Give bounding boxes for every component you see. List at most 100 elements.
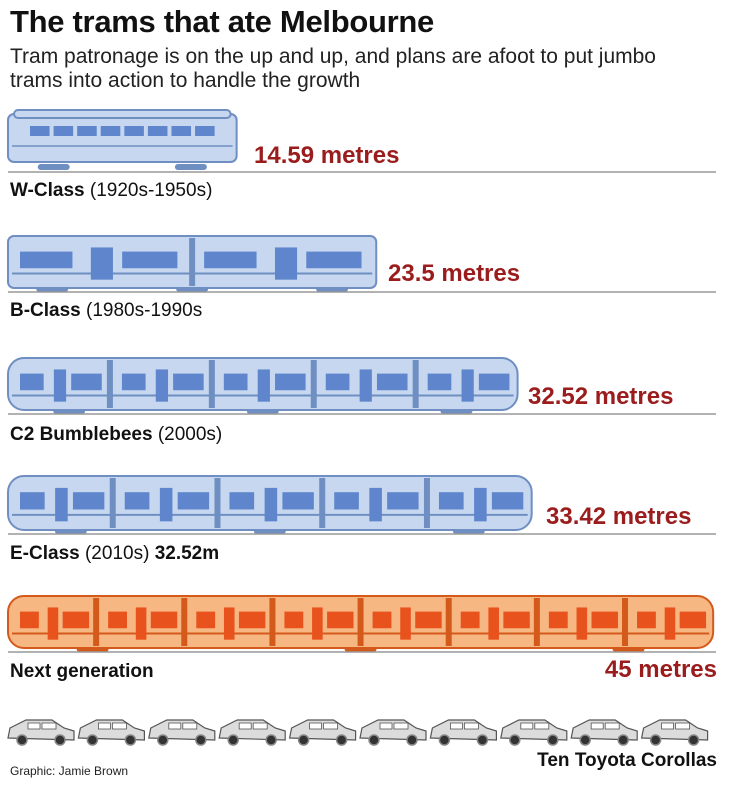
length-label-e-class: 33.42 metres bbox=[546, 503, 692, 530]
tram-window bbox=[196, 611, 216, 629]
articulation-joint bbox=[412, 360, 419, 408]
toyota-corolla-icon bbox=[359, 719, 427, 746]
tram-window bbox=[284, 611, 304, 629]
tram-window bbox=[591, 611, 618, 629]
length-label-w-class: 14.59 metres bbox=[254, 142, 400, 169]
tram-window bbox=[147, 126, 168, 136]
tram-door bbox=[223, 607, 235, 640]
tram-window bbox=[62, 611, 90, 629]
tram-b-class bbox=[7, 235, 378, 292]
chart-title: The trams that ate Melbourne bbox=[10, 4, 434, 39]
tram-window bbox=[427, 373, 452, 391]
tram-door bbox=[257, 369, 270, 402]
tram-window bbox=[376, 373, 408, 391]
tram-door bbox=[159, 487, 173, 522]
articulation-joint bbox=[357, 598, 364, 646]
tram-window bbox=[282, 492, 314, 510]
tram-window bbox=[478, 373, 510, 391]
articulation-joint bbox=[310, 360, 317, 408]
tram-c2-bumblebees bbox=[7, 357, 519, 414]
tram-window bbox=[325, 373, 350, 391]
tram-window bbox=[124, 126, 144, 136]
tram-door bbox=[474, 487, 487, 522]
articulation-joint bbox=[269, 598, 276, 646]
tram-window bbox=[53, 126, 74, 136]
tram-label-e-class: E-Class (2010s) 32.52m bbox=[10, 543, 219, 565]
tram-door bbox=[53, 369, 67, 402]
tram-name: C2 Bumblebees bbox=[10, 424, 153, 445]
tram-window bbox=[30, 126, 50, 136]
comparison-label: Ten Toyota Corollas bbox=[537, 750, 717, 771]
tram-window bbox=[275, 373, 306, 391]
tram-window bbox=[204, 251, 257, 269]
tram-door bbox=[312, 607, 323, 640]
tram-window bbox=[460, 611, 480, 629]
tram-window bbox=[195, 126, 215, 136]
tram-w-class bbox=[7, 109, 238, 170]
tram-door bbox=[369, 487, 382, 522]
toyota-corolla-icon bbox=[429, 719, 497, 746]
tram-era: (2010s) bbox=[84, 543, 150, 564]
bogie bbox=[174, 164, 207, 170]
tram-window bbox=[223, 373, 248, 391]
tram-door bbox=[461, 369, 474, 402]
graphic-credit: Graphic: Jamie Brown bbox=[10, 764, 129, 778]
tram-label-next-generation: Next generation bbox=[10, 661, 154, 683]
tram-e-class bbox=[7, 475, 533, 534]
tram-name: E-Class bbox=[10, 543, 80, 564]
tram-extra: 32.52m bbox=[154, 543, 220, 564]
tram-door bbox=[664, 607, 676, 640]
tram-window bbox=[229, 492, 255, 510]
tram-window bbox=[306, 251, 362, 269]
tram-window bbox=[679, 611, 707, 629]
tram-window bbox=[415, 611, 442, 629]
tram-window bbox=[122, 251, 178, 269]
tram-window bbox=[491, 492, 524, 510]
tram-door bbox=[488, 607, 499, 640]
tram-door bbox=[359, 369, 372, 402]
tram-window bbox=[438, 492, 464, 510]
articulation-joint bbox=[214, 478, 221, 528]
tram-window bbox=[121, 373, 146, 391]
toyota-corolla-icon bbox=[77, 719, 145, 746]
tram-window bbox=[503, 611, 530, 629]
toyota-corolla-icon bbox=[288, 719, 357, 746]
tram-era: (1920s-1950s) bbox=[89, 180, 213, 201]
tram-window bbox=[637, 611, 656, 629]
tram-door bbox=[400, 607, 411, 640]
tram-era: (2000s) bbox=[157, 424, 223, 445]
tram-door bbox=[576, 607, 588, 640]
tram-window bbox=[177, 492, 210, 510]
tram-window bbox=[71, 373, 102, 391]
tram-name: Next generation bbox=[10, 661, 154, 682]
tram-door bbox=[90, 247, 113, 280]
articulation-joint bbox=[445, 598, 452, 646]
tram-door bbox=[274, 247, 298, 280]
articulation-joint bbox=[208, 360, 215, 408]
tram-roof bbox=[13, 109, 232, 119]
tram-door bbox=[135, 607, 147, 640]
toyota-corolla-icon bbox=[148, 719, 216, 746]
tram-window bbox=[20, 373, 44, 391]
tram-window bbox=[150, 611, 178, 629]
tram-window bbox=[20, 251, 73, 269]
articulation-joint bbox=[106, 360, 113, 408]
articulation-joint bbox=[319, 478, 326, 528]
tram-window bbox=[77, 126, 97, 136]
tram-window bbox=[387, 492, 419, 510]
toyota-corolla-icon bbox=[500, 719, 568, 746]
tram-door bbox=[47, 607, 59, 640]
tram-door bbox=[264, 487, 278, 522]
tram-next-generation bbox=[7, 595, 715, 652]
toyota-corolla-icon bbox=[640, 719, 709, 746]
tram-door bbox=[55, 487, 68, 522]
chart-subtitle: Tram patronage is on the up and up, and … bbox=[10, 45, 656, 92]
tram-window bbox=[20, 611, 39, 629]
tram-window bbox=[327, 611, 354, 629]
tram-window bbox=[72, 492, 105, 510]
tram-window bbox=[548, 611, 568, 629]
tram-window bbox=[20, 492, 45, 510]
tram-window bbox=[100, 126, 121, 136]
length-label-b-class: 23.5 metres bbox=[388, 260, 521, 287]
